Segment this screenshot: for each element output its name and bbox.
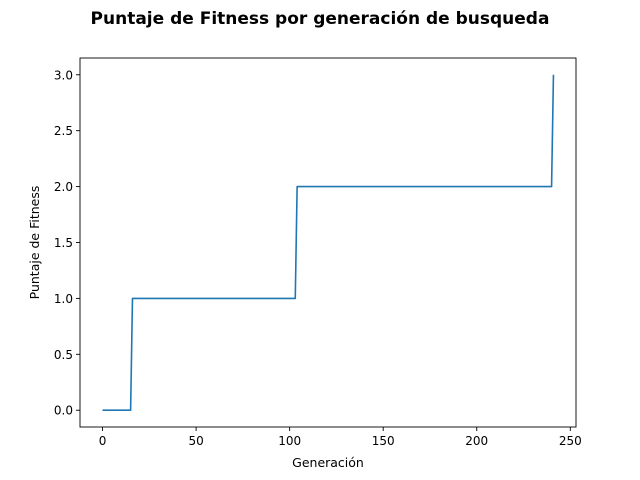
series-line: [102, 74, 555, 412]
x-tick-label: 200: [465, 434, 488, 448]
chart-title: Puntaje de Fitness por generación de bus…: [90, 9, 550, 29]
axes-frame: [79, 57, 577, 428]
y-tick-label: 2.0: [54, 180, 73, 194]
ticks-layer: 0 50 100 150 200 250 0.0 0.5 1.0 1.5 2.0 2.5 3.0: [54, 68, 582, 448]
x-tick-label: 250: [559, 434, 582, 448]
y-tick-label: 0.5: [54, 348, 73, 362]
y-axis-label: Puntaje de Fitness: [27, 186, 42, 300]
x-tick-label: 150: [372, 434, 395, 448]
y-tick-label: 0.0: [54, 404, 73, 418]
x-axis-label: Generación: [292, 455, 364, 470]
y-tick-label: 3.0: [54, 68, 73, 82]
x-tick-label: 100: [278, 434, 301, 448]
y-tick-label: 1.5: [54, 236, 73, 250]
x-tick-label: 0: [99, 434, 107, 448]
y-tick-label: 2.5: [54, 124, 73, 138]
series-layer: [102, 74, 555, 412]
x-tick-label: 50: [188, 434, 203, 448]
y-tick-label: 1.0: [54, 292, 73, 306]
